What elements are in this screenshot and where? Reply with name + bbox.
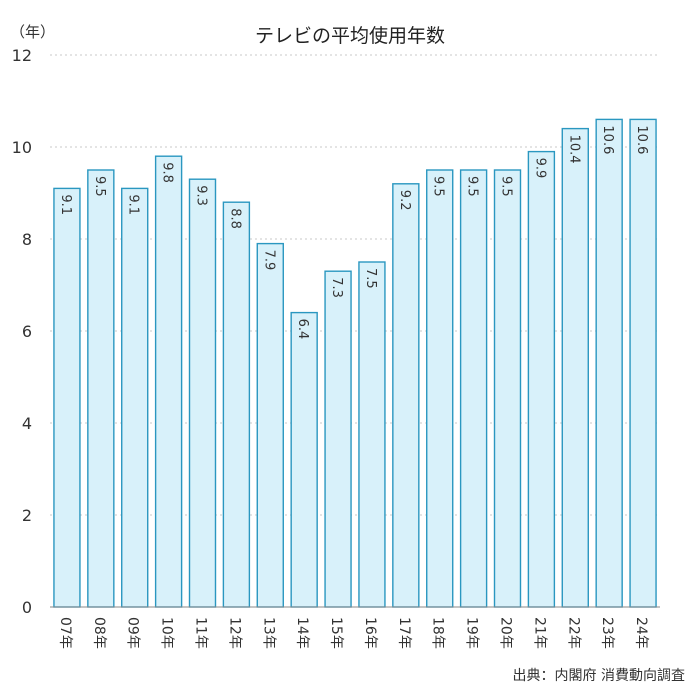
x-tick-label: 10年: [159, 617, 175, 649]
bar: [426, 169, 454, 608]
bar: [121, 187, 149, 608]
data-label: 9.1: [126, 194, 141, 215]
x-tick-label: 19年: [464, 617, 480, 649]
bar: [53, 187, 81, 608]
data-label: 9.2: [397, 190, 412, 211]
data-label: 7.9: [261, 250, 276, 271]
data-label: 10.6: [600, 125, 615, 154]
x-tick-label: 13年: [260, 617, 276, 649]
data-label: 9.3: [194, 185, 209, 206]
y-tick-label: 8: [22, 230, 32, 249]
chart-title: テレビの平均使用年数: [255, 25, 445, 47]
data-label: 9.5: [499, 176, 514, 197]
y-tick-label: 0: [22, 598, 32, 617]
y-unit-label: （年）: [10, 23, 55, 41]
x-tick-label: 07年: [57, 617, 73, 649]
y-tick-label: 4: [22, 414, 32, 433]
x-tick-label: 11年: [193, 617, 209, 649]
x-tick-label: 21年: [531, 617, 547, 649]
data-label: 10.6: [634, 125, 649, 154]
x-tick-label: 12年: [226, 617, 242, 649]
bar: [222, 201, 251, 608]
bar: [87, 169, 115, 608]
x-tick-label: 15年: [328, 617, 344, 649]
x-axis-ticks: 07年 08年 09年 10年 11年 12年 13年 14年 15年 16年 17年 18年 19年 2…: [57, 617, 649, 649]
y-axis-ticks: 0 2 4 6 8 10 12: [12, 46, 32, 617]
data-label: 7.3: [329, 277, 344, 298]
data-label: 9.5: [92, 176, 107, 197]
data-label: 8.8: [227, 208, 242, 229]
y-tick-label: 6: [22, 322, 32, 341]
bar: [154, 155, 183, 608]
grid-lines: [50, 54, 660, 516]
x-tick-label: 18年: [430, 617, 446, 649]
bar: [527, 150, 556, 608]
bar: [629, 118, 657, 608]
bar: [392, 183, 420, 608]
data-label: 9.5: [465, 176, 480, 197]
bar: [459, 169, 488, 608]
bar: [493, 169, 522, 608]
data-label: 6.4: [295, 319, 310, 340]
bars: [53, 118, 657, 608]
bar: [256, 242, 284, 608]
data-label: 9.8: [160, 162, 175, 183]
y-tick-label: 12: [12, 46, 32, 65]
x-tick-label: 09年: [125, 617, 141, 649]
x-tick-label: 20年: [498, 617, 514, 649]
x-tick-label: 16年: [362, 617, 378, 649]
x-tick-label: 22年: [565, 617, 581, 649]
x-tick-label: 08年: [91, 617, 107, 649]
y-tick-label: 10: [12, 138, 32, 157]
bar: [188, 178, 217, 608]
source-note: 出典：内閣府 消費動向調査: [513, 668, 685, 684]
data-labels: 9.1 9.5 9.1 9.8 9.3 8.8 7.9 6.4 7.3 7.5 9.2 9.5 9.5 9…: [58, 125, 649, 339]
data-label: 9.9: [532, 158, 547, 179]
data-label: 9.5: [431, 176, 446, 197]
x-tick-label: 24年: [633, 617, 649, 649]
bar: [358, 261, 386, 608]
data-label: 9.1: [58, 194, 73, 215]
data-label: 7.5: [363, 268, 378, 289]
y-tick-label: 2: [22, 506, 32, 525]
x-tick-label: 23年: [599, 617, 615, 649]
data-label: 10.4: [566, 135, 581, 164]
x-tick-label: 17年: [396, 617, 412, 649]
bar: [290, 311, 318, 608]
x-tick-label: 14年: [294, 617, 310, 649]
bar: [324, 270, 352, 608]
bar: [561, 127, 589, 608]
bar: [595, 118, 623, 608]
